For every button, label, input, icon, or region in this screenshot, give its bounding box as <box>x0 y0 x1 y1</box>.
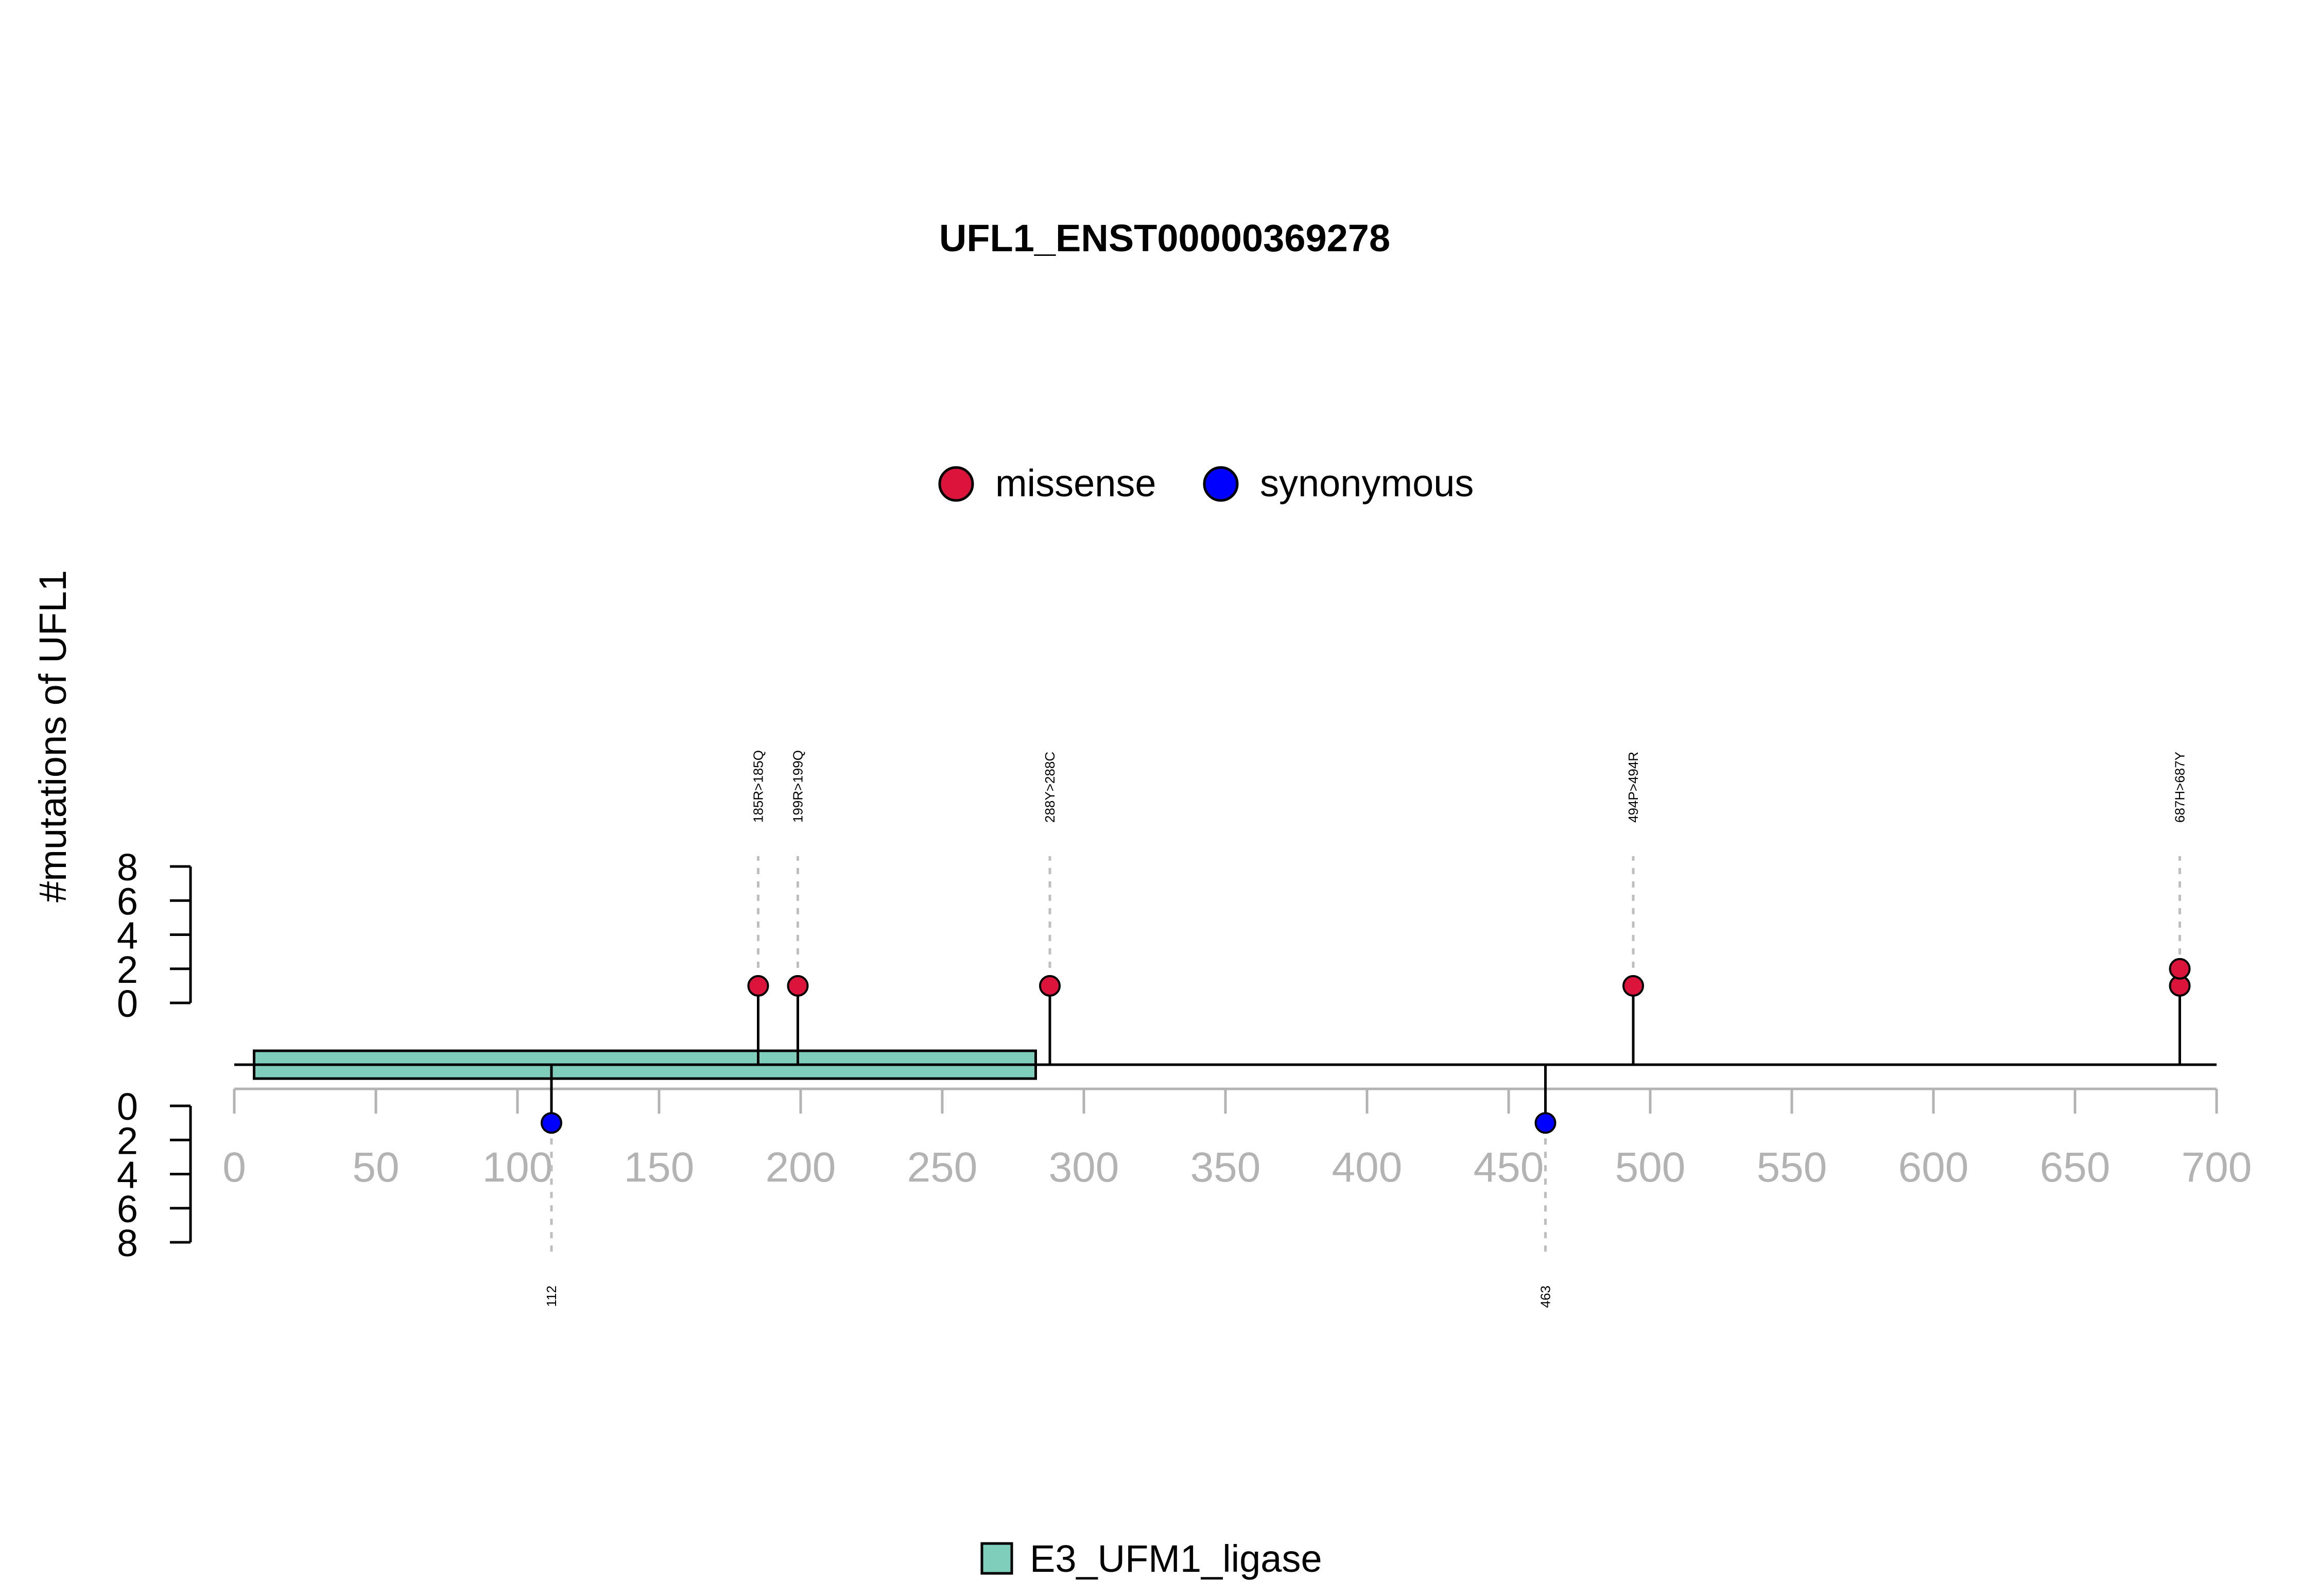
legend-missense-label: missense <box>995 462 1156 505</box>
mutation-label: 112 <box>544 1286 559 1307</box>
mutation-point <box>747 975 769 997</box>
mutation-label: 199R>199Q <box>790 750 806 823</box>
y-top-tick-label: 8 <box>117 846 138 889</box>
x-tick-label: 0 <box>222 1144 246 1191</box>
y-top-tick-label: 6 <box>117 880 138 923</box>
mutation-point <box>787 975 809 997</box>
x-tick-label: 450 <box>1474 1144 1544 1191</box>
domain-legend-swatch <box>980 1542 1013 1575</box>
legend-synonymous-marker <box>1203 466 1239 502</box>
top-mutations: 185R>185Q 199R>199Q 288Y>288C 494P>494R 687H… <box>747 750 2191 1065</box>
mutation-label: 687H>687Y <box>2172 752 2188 823</box>
x-tick-label: 700 <box>2182 1144 2252 1191</box>
y-bottom-tick-label: 2 <box>117 1119 138 1162</box>
mutation-point <box>2169 958 2191 980</box>
mutation-point <box>1534 1112 1557 1134</box>
mutation-label: 494P>494R <box>1626 752 1641 823</box>
x-axis: 0 50 100 150 200 250 300 350 400 450 500 550 600 650 7… <box>222 1087 2252 1191</box>
y-top-tick-label: 2 <box>117 948 138 991</box>
x-tick-label: 600 <box>1898 1144 1969 1191</box>
y-top-tick-label: 0 <box>117 982 138 1025</box>
mutation-label: 288Y>288C <box>1042 752 1058 823</box>
mutation-label: 185R>185Q <box>751 750 766 823</box>
y-bottom-tick-label: 8 <box>117 1222 138 1264</box>
x-tick-label: 300 <box>1049 1144 1119 1191</box>
domain-legend: E3_UFM1_ligase <box>980 1537 1322 1580</box>
domain-legend-label: E3_UFM1_ligase <box>1030 1537 1322 1580</box>
y-bottom-tick-label: 0 <box>117 1085 138 1128</box>
y-axis-label: #mutations of UFL1 <box>31 570 74 903</box>
y-bottom-tick-label: 4 <box>117 1154 138 1196</box>
x-tick-label: 250 <box>907 1144 978 1191</box>
x-tick-label: 200 <box>766 1144 836 1191</box>
bottom-mutations: 112 463 <box>541 1065 1557 1308</box>
mutation-point <box>1622 975 1644 997</box>
x-tick-label: 650 <box>2040 1144 2111 1191</box>
mutation-legend: missense synonymous <box>938 462 1474 505</box>
chart-title: UFL1_ENST00000369278 <box>939 217 1390 259</box>
x-tick-label: 550 <box>1757 1144 1827 1191</box>
x-tick-label: 150 <box>624 1144 695 1191</box>
mutation-label: 463 <box>1538 1286 1553 1308</box>
x-tick-label: 350 <box>1190 1144 1261 1191</box>
x-tick-label: 400 <box>1332 1144 1403 1191</box>
legend-synonymous-label: synonymous <box>1260 462 1474 505</box>
x-tick-label: 50 <box>352 1144 399 1191</box>
mutation-point <box>541 1112 562 1134</box>
mutation-point <box>1039 975 1061 997</box>
y-bottom-tick-label: 6 <box>117 1188 138 1230</box>
x-tick-label: 100 <box>482 1144 553 1191</box>
x-tick-label: 500 <box>1615 1144 1686 1191</box>
y-top-tick-label: 4 <box>117 914 138 957</box>
legend-missense-marker <box>938 466 974 502</box>
